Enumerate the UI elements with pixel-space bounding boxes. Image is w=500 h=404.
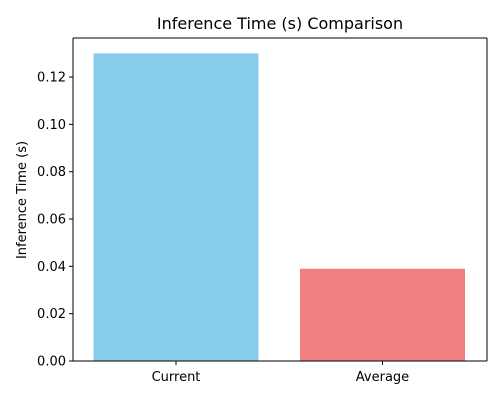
y-tick-label: 0.10 — [37, 118, 66, 133]
y-axis-label: Inference Time (s) — [15, 141, 30, 259]
bars-layer — [93, 53, 465, 361]
x-tick-label-current: Current — [152, 370, 201, 385]
x-tick-label-average: Average — [356, 370, 409, 385]
bar-average — [300, 268, 465, 361]
bar-current — [93, 53, 259, 361]
y-tick-label: 0.04 — [37, 260, 66, 275]
y-tick-label: 0.08 — [37, 165, 66, 180]
y-tick-label: 0.00 — [37, 355, 66, 370]
y-tick-label: 0.06 — [37, 213, 66, 228]
ticks-layer: Current Average 0.00 0.02 0.04 0.06 0.08 0.10 0.… — [37, 71, 409, 385]
axes-frame — [72, 37, 488, 362]
y-tick-label: 0.02 — [37, 307, 66, 322]
chart-title: Inference Time (s) Comparison — [157, 14, 403, 33]
y-tick-label: 0.12 — [37, 71, 66, 86]
